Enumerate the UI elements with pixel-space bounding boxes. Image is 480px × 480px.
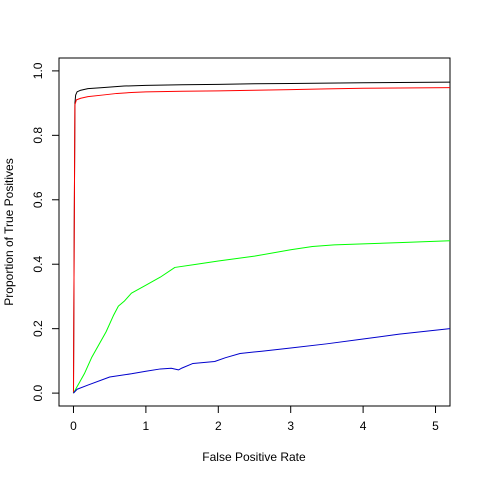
y-tick-label: 0.2 [31,320,45,337]
x-axis: 0 1 2 3 4 5 [70,406,439,433]
y-tick-label: 1.0 [31,62,45,79]
x-tick-label: 4 [360,419,367,433]
x-tick-label: 1 [143,419,150,433]
y-axis-title: Proportion of True Positives [2,158,16,305]
series-layer [72,81,450,394]
y-tick-label: 0.0 [31,384,45,401]
x-axis-title: False Positive Rate [202,450,306,464]
x-tick-label: 3 [287,419,294,433]
y-tick-label: 0.4 [31,256,45,273]
x-tick-label: 0 [70,419,77,433]
x-tick-label: 2 [215,419,222,433]
plot-frame [58,57,451,407]
y-tick-label: 0.8 [31,127,45,144]
series-line-3 [73,240,450,394]
x-tick-label: 5 [432,419,439,433]
y-tick-label: 0.6 [31,191,45,208]
y-axis: 0.0 0.2 0.4 0.6 0.8 1.0 [31,62,59,401]
series-line-2 [72,87,450,394]
series-line-4 [73,328,450,394]
series-line-1 [72,81,450,394]
